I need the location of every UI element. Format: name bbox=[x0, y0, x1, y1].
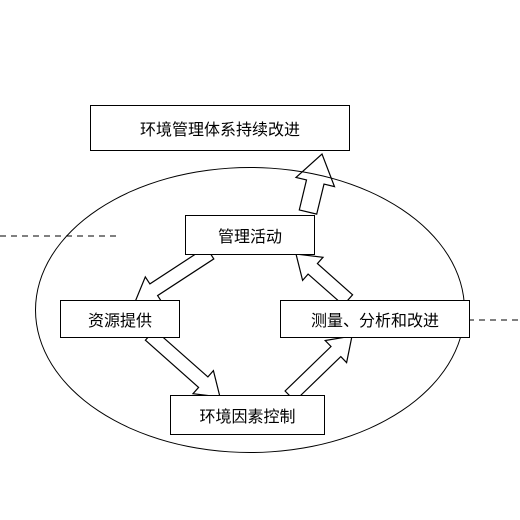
node-center: 管理活动 bbox=[185, 215, 315, 255]
node-left: 资源提供 bbox=[60, 300, 180, 338]
node-left-label: 资源提供 bbox=[88, 307, 152, 331]
node-right-label: 测量、分析和改进 bbox=[311, 307, 439, 331]
node-bottom: 环境因素控制 bbox=[170, 395, 325, 435]
diagram-canvas: 环境管理体系持续改进 管理活动 资源提供 测量、分析和改进 环境因素控制 bbox=[0, 0, 520, 520]
node-right: 测量、分析和改进 bbox=[280, 300, 470, 338]
node-top: 环境管理体系持续改进 bbox=[90, 105, 350, 151]
node-bottom-label: 环境因素控制 bbox=[199, 403, 295, 427]
node-top-label: 环境管理体系持续改进 bbox=[140, 116, 300, 140]
node-center-label: 管理活动 bbox=[218, 223, 282, 247]
